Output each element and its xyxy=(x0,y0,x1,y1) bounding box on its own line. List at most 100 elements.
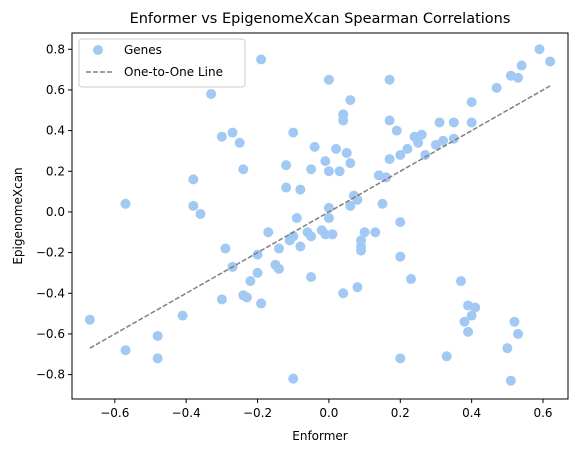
x-axis-ticks: −0.6 −0.4 −0.2 0.0 0.2 0.4 0.6 xyxy=(100,399,553,420)
x-tick-label: −0.2 xyxy=(243,406,272,420)
gene-point xyxy=(370,227,381,238)
gene-point xyxy=(341,147,352,158)
y-tick-label: 0.0 xyxy=(46,205,65,219)
x-tick-label: −0.4 xyxy=(172,406,201,420)
gene-point xyxy=(384,154,395,165)
gene-point xyxy=(405,274,416,285)
gene-point xyxy=(177,310,188,321)
gene-point xyxy=(327,229,338,240)
gene-point xyxy=(338,109,349,120)
gene-point xyxy=(281,182,292,193)
legend-label-one-to-one-line: One-to-One Line xyxy=(124,65,223,79)
legend-marker-genes xyxy=(93,45,103,55)
gene-point xyxy=(152,330,163,341)
x-axis-label: Enformer xyxy=(292,429,348,443)
gene-point xyxy=(384,74,395,85)
gene-point xyxy=(502,343,513,354)
gene-point xyxy=(245,276,256,287)
y-tick-label: −0.8 xyxy=(36,368,65,382)
gene-point xyxy=(413,137,424,148)
gene-point xyxy=(345,158,356,169)
gene-point xyxy=(391,125,402,136)
gene-point xyxy=(238,164,249,175)
gene-point xyxy=(206,89,217,99)
x-tick-label: 0.4 xyxy=(462,406,481,420)
gene-point xyxy=(463,326,474,337)
one-to-one-line xyxy=(89,85,551,349)
gene-point xyxy=(334,166,345,177)
gene-point xyxy=(395,353,406,364)
gene-point xyxy=(323,166,334,177)
gene-point xyxy=(448,133,459,144)
gene-point xyxy=(120,345,131,356)
gene-point xyxy=(513,72,524,83)
y-tick-label: −0.2 xyxy=(36,246,65,260)
gene-point xyxy=(395,251,406,262)
gene-point xyxy=(455,276,466,287)
gene-point xyxy=(416,129,427,140)
gene-point xyxy=(252,267,263,278)
gene-point xyxy=(256,298,267,309)
gene-point xyxy=(516,60,527,71)
y-axis-ticks: −0.8 −0.6 −0.4 −0.2 0.0 0.2 0.4 0.6 0.8 xyxy=(36,42,72,382)
gene-point xyxy=(256,54,267,65)
y-tick-label: 0.8 xyxy=(46,42,65,56)
gene-point xyxy=(320,229,331,240)
gene-point xyxy=(509,316,520,327)
gene-point xyxy=(359,227,370,238)
gene-point xyxy=(459,316,470,327)
y-tick-label: 0.6 xyxy=(46,83,65,97)
gene-point xyxy=(281,160,292,171)
gene-point xyxy=(466,117,477,128)
gene-point xyxy=(152,353,163,364)
gene-point xyxy=(234,137,245,148)
x-tick-label: 0.6 xyxy=(533,406,552,420)
gene-point xyxy=(466,310,477,321)
gene-point xyxy=(438,135,449,146)
gene-point xyxy=(338,288,349,299)
y-tick-label: −0.4 xyxy=(36,286,65,300)
gene-point xyxy=(216,131,227,142)
legend-label-genes: Genes xyxy=(124,43,162,57)
gene-point xyxy=(466,97,477,108)
gene-point xyxy=(227,127,238,138)
gene-point xyxy=(441,351,452,362)
y-tick-label: 0.2 xyxy=(46,164,65,178)
gene-point xyxy=(545,56,556,67)
gene-point xyxy=(505,375,516,386)
x-tick-label: 0.2 xyxy=(391,406,410,420)
gene-point xyxy=(420,150,431,160)
gene-point xyxy=(323,213,334,224)
gene-point xyxy=(306,164,317,175)
plot-marks xyxy=(84,44,556,386)
x-tick-label: −0.6 xyxy=(100,406,129,420)
y-tick-label: 0.4 xyxy=(46,124,65,138)
gene-point xyxy=(384,115,395,126)
gene-point xyxy=(188,174,199,185)
gene-point xyxy=(491,82,502,93)
gene-point xyxy=(377,198,388,209)
gene-point xyxy=(295,241,306,252)
gene-point xyxy=(345,95,356,106)
gene-point xyxy=(395,150,406,160)
gene-point xyxy=(273,243,284,254)
gene-point xyxy=(323,202,334,213)
plot-frame xyxy=(71,32,569,400)
gene-point xyxy=(331,143,342,154)
gene-point xyxy=(320,156,331,167)
gene-point xyxy=(309,141,320,152)
legend-box xyxy=(78,38,246,88)
gene-point xyxy=(288,127,299,138)
gene-point xyxy=(356,241,367,252)
gene-point xyxy=(216,294,227,305)
gene-point xyxy=(252,249,263,260)
gene-point xyxy=(291,213,302,224)
gene-point xyxy=(345,200,356,211)
chart-title: Enformer vs EpigenomeXcan Spearman Corre… xyxy=(130,11,511,27)
legend: Genes One-to-One Line xyxy=(78,38,246,88)
gene-point xyxy=(84,314,95,325)
gene-point xyxy=(352,194,363,205)
gene-point xyxy=(534,44,545,55)
gene-point xyxy=(513,328,524,339)
